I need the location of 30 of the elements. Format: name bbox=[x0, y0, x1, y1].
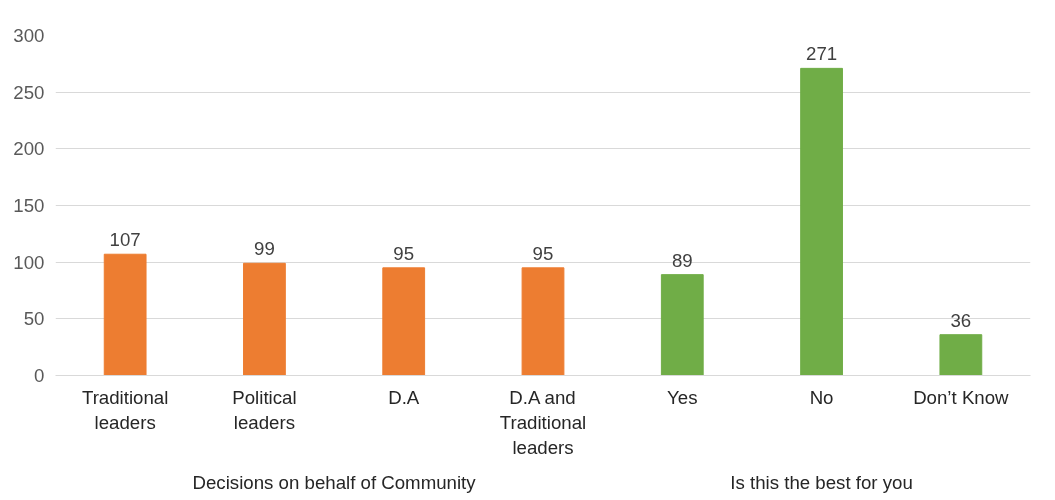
data-label: 95 bbox=[532, 242, 554, 264]
bar bbox=[660, 274, 704, 376]
text: Is this the best for you bbox=[730, 471, 913, 493]
y-tick-label: 250 bbox=[13, 81, 45, 103]
text: Decisions on behalf of Community bbox=[192, 471, 477, 493]
x-tick-label: No bbox=[809, 386, 834, 408]
data-label: 99 bbox=[254, 238, 275, 260]
x-tick-label: D.A bbox=[388, 386, 420, 408]
bar bbox=[382, 267, 426, 376]
bar bbox=[939, 334, 983, 376]
x-tick-label: D.A and Traditional leaders bbox=[499, 386, 587, 458]
data-label: 95 bbox=[393, 242, 415, 264]
bar bbox=[243, 262, 286, 376]
x-tick-label: Don’t Know bbox=[913, 386, 1010, 408]
y-tick-label: 200 bbox=[13, 138, 45, 160]
bar bbox=[521, 267, 565, 376]
data-label: 107 bbox=[109, 229, 141, 251]
bar bbox=[103, 253, 147, 376]
y-tick-label: 300 bbox=[13, 25, 45, 46]
x-tick-label: Traditional leaders bbox=[81, 386, 169, 433]
x-tick-label: Political leaders bbox=[232, 386, 297, 433]
data-label: 36 bbox=[950, 309, 972, 331]
data-label: 89 bbox=[671, 249, 693, 271]
y-tick-label: 50 bbox=[23, 308, 45, 330]
y-tick-label: 100 bbox=[13, 251, 45, 273]
data-label: 271 bbox=[806, 43, 838, 65]
y-tick-label: 0 bbox=[34, 365, 45, 386]
y-tick-label: 150 bbox=[13, 195, 45, 216]
bar bbox=[800, 67, 843, 376]
x-tick-label: Yes bbox=[667, 386, 698, 408]
